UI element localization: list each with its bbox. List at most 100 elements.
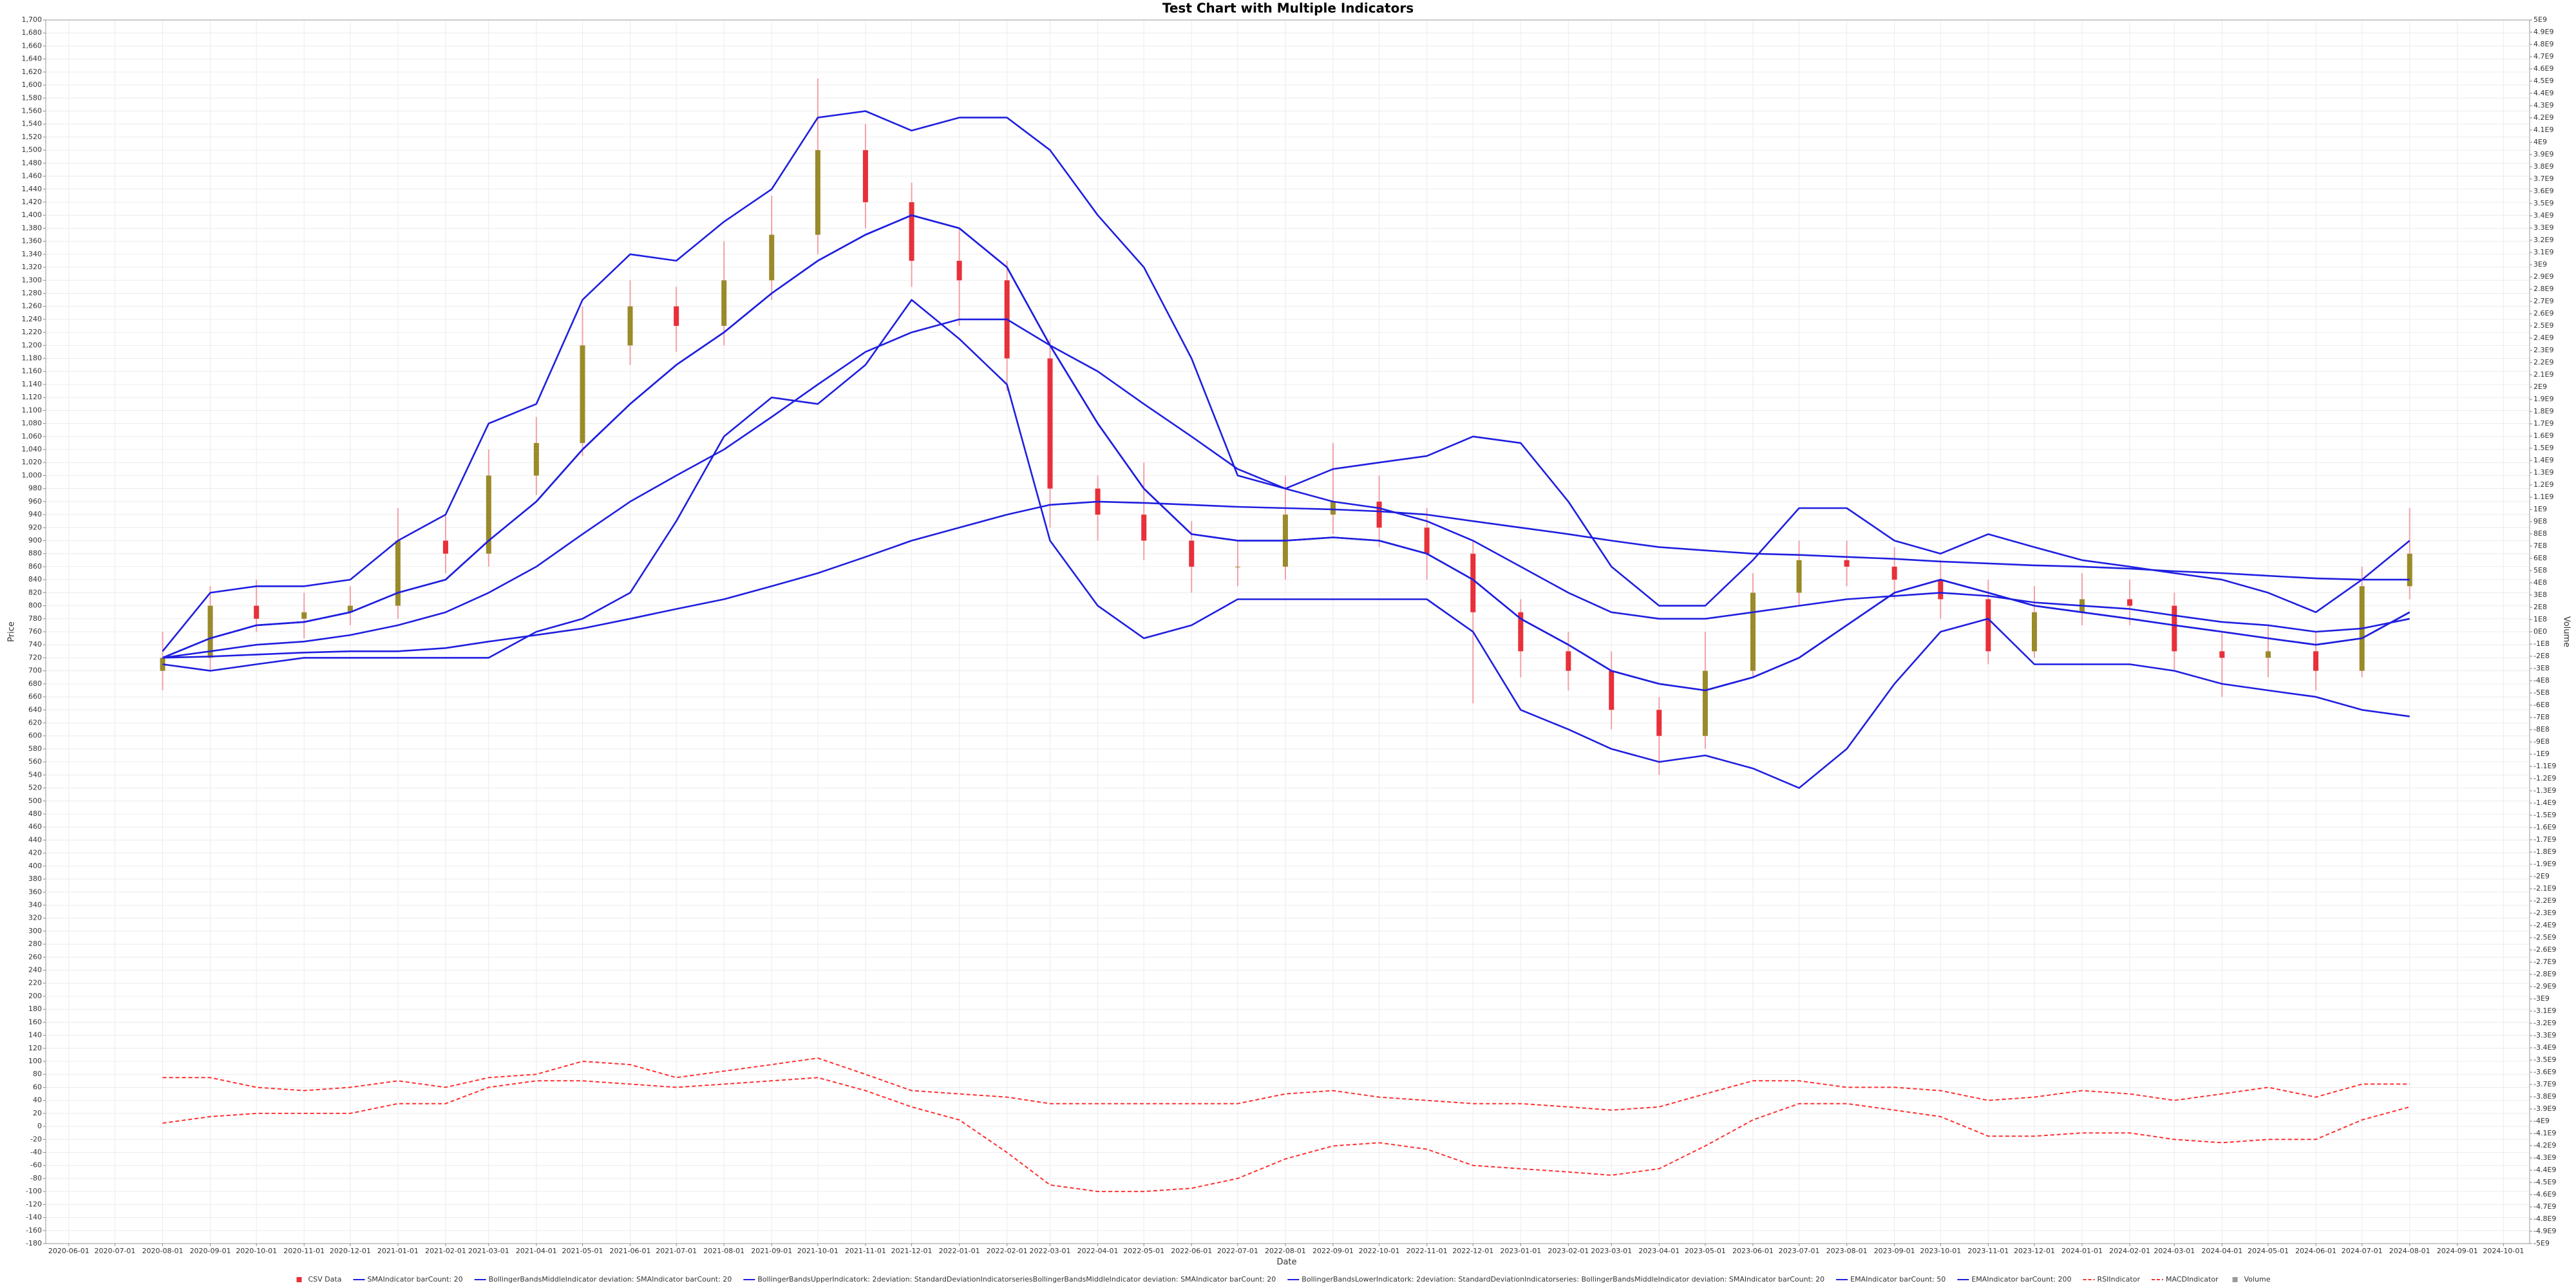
y2-tick-label: 1.6E9 (2533, 431, 2553, 440)
y-tick-label: -60 (30, 1161, 42, 1170)
y2-tick-label: 3.6E9 (2533, 187, 2553, 195)
y2-tick-label: 3.4E9 (2533, 211, 2553, 220)
x-tick-label: 2021-06-01 (610, 1247, 651, 1255)
y-tick-label: 680 (28, 679, 42, 688)
x-tick-label: 2022-11-01 (1406, 1247, 1448, 1255)
y2-tick-label: 2.6E9 (2533, 309, 2553, 317)
legend-label: Volume (2244, 1275, 2271, 1283)
y-tick-label: 980 (28, 484, 42, 493)
y2-tick-label: -2.4E9 (2533, 921, 2556, 929)
y2-tick-label: 3E9 (2533, 260, 2547, 269)
x-tick-label: 2020-08-01 (142, 1247, 184, 1255)
y-tick-label: 180 (28, 1005, 42, 1013)
y2-tick-label: 3.9E9 (2533, 150, 2553, 158)
legend-label: BollingerBandsMiddleIndicator deviation:… (489, 1275, 732, 1283)
x-tick-label: 2020-09-01 (190, 1247, 231, 1255)
candle-body (2031, 612, 2037, 652)
legend-marker (296, 1277, 302, 1282)
y2-tick-label: -4.3E9 (2533, 1153, 2556, 1162)
x-tick-label: 2023-01-01 (1500, 1247, 1541, 1255)
series-line (162, 1057, 2410, 1111)
legend-label: EMAIndicator barCount: 200 (1971, 1275, 2071, 1283)
x-tick-label: 2020-07-01 (95, 1247, 136, 1255)
x-tick-label: 2023-02-01 (1548, 1247, 1589, 1255)
x-tick-label: 2024-04-01 (2201, 1247, 2242, 1255)
candle-body (1844, 560, 1850, 567)
candle-body (1656, 710, 1662, 736)
legend-label: RSIIndicator (2098, 1275, 2141, 1283)
grid (46, 19, 2530, 1244)
y-tick-label: -160 (26, 1226, 42, 1235)
y2-tick-label: -2.7E9 (2533, 958, 2556, 966)
x-tick-label: 2021-07-01 (656, 1247, 697, 1255)
x-tick-label: 2022-03-01 (1030, 1247, 1071, 1255)
candle-body (2172, 605, 2177, 652)
y2-tick-label: -3.4E9 (2533, 1043, 2556, 1052)
y2-tick-label: 3.8E9 (2533, 162, 2553, 171)
y-tick-label: -120 (26, 1200, 42, 1208)
x-tick-label: 2021-04-01 (516, 1247, 557, 1255)
y-tick-label: 720 (28, 653, 42, 661)
y-tick-label: 540 (28, 770, 42, 779)
y-tick-label: 940 (28, 510, 42, 518)
y2-tick-label: -4.9E9 (2533, 1227, 2556, 1235)
x-tick-label: 2022-09-01 (1312, 1247, 1354, 1255)
y-tick-label: 1,080 (22, 419, 43, 428)
legend-label: BollingerBandsUpperIndicatork: 2deviatio… (757, 1275, 1276, 1283)
y2-tick-label: -2.3E9 (2533, 909, 2556, 917)
y2-tick-label: 1.3E9 (2533, 468, 2553, 477)
y2-tick-label: -7E8 (2533, 713, 2550, 721)
y-tick-label: 1,620 (22, 68, 43, 76)
y2-tick-label: -1E9 (2533, 750, 2550, 758)
y-tick-label: 520 (28, 784, 42, 792)
y-tick-label: 560 (28, 757, 42, 766)
y2-tick-label: 4.3E9 (2533, 101, 2553, 109)
y-tick-label: 1,120 (22, 393, 43, 401)
y2-tick-label: -2.5E9 (2533, 933, 2556, 942)
series-line (162, 299, 2410, 789)
y-tick-label: 960 (28, 497, 42, 506)
y-tick-label: 580 (28, 744, 42, 753)
y-tick-label: -20 (30, 1135, 42, 1143)
x-tick-label: 2024-01-01 (2061, 1247, 2103, 1255)
y2-tick-label: 3.7E9 (2533, 175, 2553, 183)
y-tick-label: 1,220 (22, 328, 43, 336)
y-tick-label: 620 (28, 718, 42, 726)
y-tick-label: 60 (33, 1083, 42, 1091)
x-tick-label: 2022-07-01 (1217, 1247, 1258, 1255)
y-tick-label: 140 (28, 1031, 42, 1039)
y-tick-label: 1,200 (22, 341, 43, 349)
y-tick-label: 1,420 (22, 198, 43, 206)
y2-tick-label: 2.4E9 (2533, 334, 2553, 342)
y2-tick-label: -1E8 (2533, 639, 2550, 648)
y-tick-label: -140 (26, 1213, 42, 1222)
y2-tick-label: 4.8E9 (2533, 40, 2553, 48)
y-tick-label: 460 (28, 822, 42, 831)
y-tick-label: 1,360 (22, 237, 43, 245)
candle-body (2407, 553, 2412, 587)
y-tick-label: 1,540 (22, 120, 43, 128)
candle-body (1985, 599, 1991, 652)
y-axis-label: Price (7, 621, 17, 642)
candle-body (1424, 527, 1430, 554)
series-line (162, 1077, 2410, 1193)
y-tick-label: 1,320 (22, 263, 43, 271)
y2-tick-label: -2.6E9 (2533, 945, 2556, 954)
y-tick-label: 1,240 (22, 315, 43, 323)
candle-body (1376, 501, 1382, 528)
candle-body (1796, 560, 1802, 593)
x-tick-label: 2022-05-01 (1123, 1247, 1164, 1255)
series-line (162, 500, 2410, 659)
y2-tick-label: -1.4E9 (2533, 799, 2556, 807)
x-tick-label: 2024-08-01 (2389, 1247, 2430, 1255)
y2-tick-label: -1.2E9 (2533, 774, 2556, 782)
y-tick-label: 200 (28, 992, 42, 1000)
y2-tick-label: 1.2E9 (2533, 480, 2553, 489)
x-tick-label: 2020-12-01 (330, 1247, 371, 1255)
y-tick-label: 280 (28, 940, 42, 948)
y2-tick-label: -2.8E9 (2533, 970, 2556, 978)
y-tick-label: 1,440 (22, 185, 43, 193)
y-tick-label: 1,260 (22, 302, 43, 310)
x-tick-label: 2022-10-01 (1359, 1247, 1400, 1255)
